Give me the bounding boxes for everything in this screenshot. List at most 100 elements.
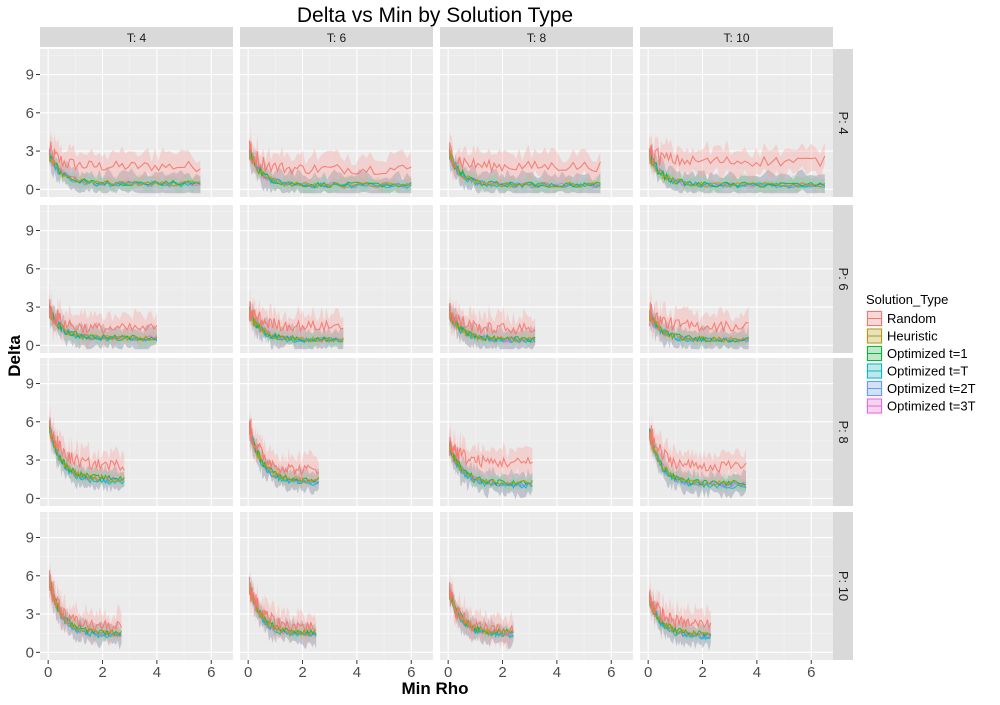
x-tick-label: 2	[298, 664, 306, 681]
x-tick-label: 6	[807, 664, 815, 681]
series-line-random	[648, 302, 749, 333]
series-line-heuristic	[449, 587, 514, 637]
series-line-random	[648, 425, 747, 473]
ribbon-optimized	[249, 137, 412, 194]
legend-label: Random	[887, 311, 936, 326]
ribbon-random	[49, 129, 201, 188]
facet-strip-row-label: P: 10	[836, 571, 851, 601]
legend-title: Solution_Type	[866, 292, 948, 307]
x-tick-label: 4	[553, 664, 561, 681]
x-tick-label: 2	[498, 664, 506, 681]
legend-label: Optimized t=1	[887, 346, 968, 361]
facet-strip-col-label: T: 4	[127, 31, 147, 45]
panel-background	[40, 358, 233, 506]
series-line-random	[248, 576, 317, 633]
series-line-optimized-t1	[49, 304, 158, 341]
panel-background	[640, 49, 833, 197]
x-tick-label: 4	[353, 664, 361, 681]
facet-strip-row	[833, 358, 853, 506]
ribbon-random	[249, 288, 344, 348]
facet-panel	[640, 49, 833, 197]
series-line-heuristic	[49, 305, 158, 342]
panel-background	[40, 512, 233, 660]
series-line-random	[448, 142, 601, 174]
x-tick-label: 2	[698, 664, 706, 681]
series-line-heuristic	[449, 444, 533, 486]
y-tick-label: 3	[26, 606, 34, 623]
x-tick-label: 0	[244, 664, 252, 681]
y-tick-label: 9	[26, 67, 34, 84]
facet-panel	[440, 512, 633, 660]
series-line-optimized-t2T	[649, 429, 747, 489]
facet-strip-col	[40, 27, 233, 47]
series-line-heuristic	[249, 310, 344, 344]
panel-background	[240, 512, 433, 660]
series-line-heuristic	[649, 152, 826, 189]
facet-panel	[640, 205, 833, 353]
facet-strip-row-label: P: 6	[836, 267, 851, 290]
facet-panel	[40, 205, 233, 353]
x-tick-label: 6	[407, 664, 415, 681]
series-line-random	[248, 301, 344, 333]
facet-panel	[640, 512, 833, 660]
legend-label: Optimized t=2T	[887, 381, 976, 396]
series-line-random	[648, 589, 712, 631]
ribbon-random	[249, 122, 412, 192]
series-line-optimized-tT	[49, 150, 201, 188]
legend: Solution_Type Random Heuristic Optimized t=…	[866, 292, 976, 415]
y-tick-label: 9	[26, 223, 34, 240]
panel-background	[440, 49, 633, 197]
series-line-random	[48, 299, 158, 336]
facet-strip-col	[640, 27, 833, 47]
facet-panel	[440, 49, 633, 197]
series-line-random	[448, 582, 514, 637]
series-line-random	[248, 418, 320, 477]
y-tick-label: 6	[26, 261, 34, 278]
panel-background	[240, 49, 433, 197]
facet-panel	[40, 358, 233, 506]
panel-background	[440, 512, 633, 660]
facet-panel	[40, 512, 233, 660]
series-line-heuristic	[249, 581, 317, 637]
series-line-random	[48, 417, 125, 472]
x-tick-label: 6	[207, 664, 215, 681]
y-tick-label: 3	[26, 452, 34, 469]
legend-label: Optimized t=T	[887, 364, 968, 379]
series-line-random	[48, 141, 201, 173]
series-line-heuristic	[449, 148, 601, 189]
ribbon-random	[449, 421, 533, 485]
facet-panel	[440, 358, 633, 506]
panel-background	[640, 512, 833, 660]
series-line-heuristic	[249, 151, 412, 188]
series-line-optimized-tT	[249, 306, 344, 344]
facet-strip-row-label: P: 8	[836, 420, 851, 443]
y-tick-label: 0	[26, 644, 34, 661]
ribbon-random	[249, 560, 317, 648]
y-tick-label: 3	[26, 143, 34, 160]
facet-panel	[240, 49, 433, 197]
y-tick-label: 9	[26, 376, 34, 393]
series-line-heuristic	[49, 152, 201, 187]
series-line-heuristic	[649, 594, 711, 637]
series-line-heuristic	[649, 430, 747, 487]
panel-background	[40, 49, 233, 197]
x-tick-label: 0	[444, 664, 452, 681]
panel-background	[240, 358, 433, 506]
facet-strip-col	[240, 27, 433, 47]
series-line-random	[248, 140, 412, 176]
series-line-random	[448, 302, 536, 335]
chart-title: Delta vs Min by Solution Type	[297, 4, 573, 27]
series-line-optimized-t1	[49, 423, 125, 482]
x-tick-label: 4	[153, 664, 161, 681]
legend-label: Heuristic	[887, 329, 938, 344]
facet-panel	[240, 512, 433, 660]
ribbon-random	[649, 415, 746, 487]
facet-panel	[240, 358, 433, 506]
ribbon-optimized-t1	[649, 585, 711, 645]
panel-background	[40, 205, 233, 353]
y-tick-label: 9	[26, 530, 34, 547]
facet-panel	[40, 49, 233, 197]
y-tick-label: 6	[26, 414, 34, 431]
